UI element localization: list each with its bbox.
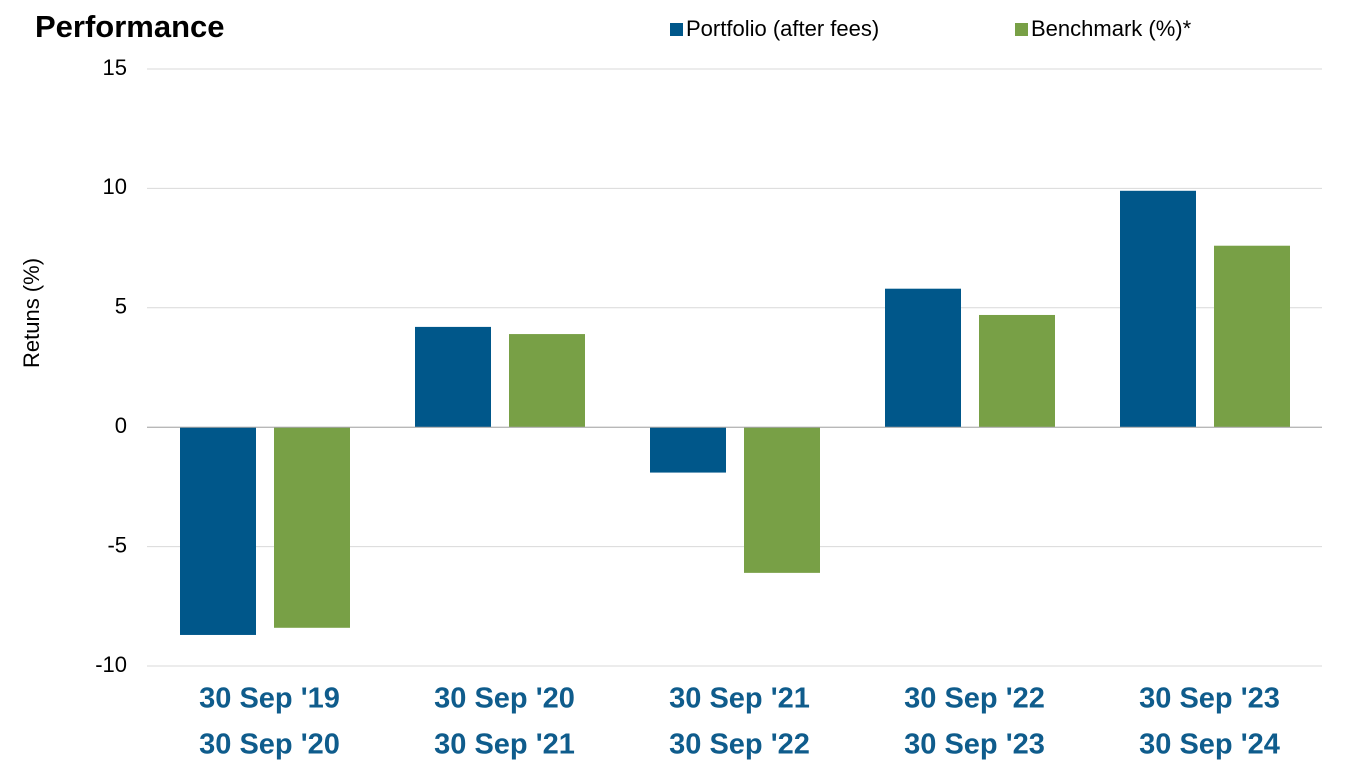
x-tick-label: 30 Sep '19 (199, 683, 340, 715)
legend-label: Portfolio (after fees) (686, 16, 879, 41)
chart-title: Performance (35, 9, 225, 44)
y-tick-label: -5 (107, 532, 127, 557)
legend-label: Benchmark (%)* (1031, 16, 1192, 41)
bar (885, 288, 961, 428)
x-tick-label: 30 Sep '21 (669, 683, 810, 715)
x-tick-label: 30 Sep '20 (434, 683, 575, 715)
bar (509, 334, 585, 428)
x-tick-label: 30 Sep '24 (1139, 729, 1280, 761)
y-tick-label: 15 (103, 55, 127, 80)
x-tick-label: 30 Sep '23 (904, 729, 1045, 761)
y-tick-label: -10 (95, 652, 127, 677)
bar (650, 427, 726, 473)
legend-swatch (1015, 23, 1028, 36)
y-tick-label: 0 (115, 413, 127, 438)
x-tick-label: 30 Sep '21 (434, 729, 575, 761)
bar (415, 326, 491, 428)
bar (979, 314, 1055, 428)
y-axis-label: Retuns (%) (19, 258, 44, 368)
x-tick-label: 30 Sep '22 (904, 683, 1045, 715)
y-tick-label: 10 (103, 174, 127, 199)
bar (744, 427, 820, 573)
y-tick-label: 5 (115, 294, 127, 319)
bar (180, 427, 256, 635)
legend-swatch (670, 23, 683, 36)
bar (274, 427, 350, 628)
x-tick-label: 30 Sep '20 (199, 729, 340, 761)
x-tick-label: 30 Sep '22 (669, 729, 810, 761)
x-tick-label: 30 Sep '23 (1139, 683, 1280, 715)
bar (1214, 245, 1290, 428)
bar (1120, 190, 1196, 428)
